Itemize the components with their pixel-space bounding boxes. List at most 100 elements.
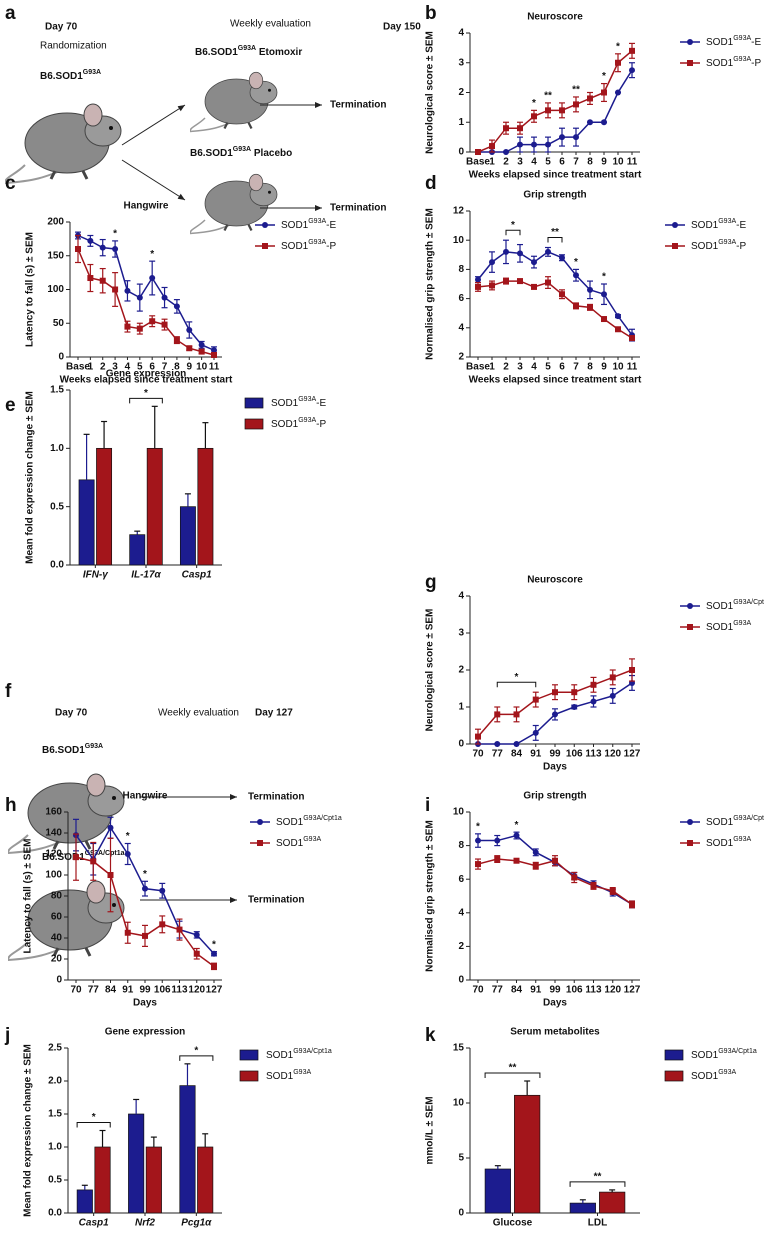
legend-label: SOD1G93A-P <box>271 417 326 429</box>
y-axis-label: Neurological score ± SEM <box>425 31 436 154</box>
y-tick-label: 80 <box>51 891 63 902</box>
legend-label: SOD1G93A-E <box>691 218 746 230</box>
panel-letter: c <box>5 173 16 194</box>
x-tick-label: 106 <box>154 985 171 996</box>
legend-label: SOD1G93A-P <box>281 239 336 251</box>
y-tick-label: 2 <box>458 87 464 98</box>
point <box>136 294 143 301</box>
legend-label: SOD1G93A <box>266 1069 311 1081</box>
point <box>629 335 635 342</box>
y-tick-label: 4 <box>458 907 464 918</box>
y-tick-label: 1.0 <box>50 443 64 454</box>
legend-label: SOD1G93A/Cpt1a <box>691 1048 757 1060</box>
y-tick-label: 0.5 <box>50 501 64 512</box>
legend-label: SOD1G93A <box>706 620 751 632</box>
point <box>198 341 205 348</box>
x-tick-label: 9 <box>601 157 607 168</box>
point <box>573 272 579 279</box>
x-tick-label: 84 <box>511 985 523 996</box>
point <box>590 681 597 688</box>
y-tick-label: 8 <box>458 840 464 851</box>
end-label: Termination <box>330 203 386 214</box>
y-tick-label: 160 <box>45 807 62 818</box>
point <box>559 107 565 114</box>
point <box>503 149 509 155</box>
legend-label: SOD1G93A <box>691 1069 736 1081</box>
point <box>629 901 635 908</box>
significance-label: * <box>616 41 620 52</box>
significance-bracket <box>496 681 537 688</box>
bar <box>197 1146 214 1214</box>
panel-letter: g <box>425 572 437 593</box>
x-tick-label: 84 <box>105 985 117 996</box>
point <box>552 857 558 864</box>
y-tick-label: 0 <box>58 352 64 363</box>
x-tick-label: 1 <box>88 362 94 373</box>
point <box>112 246 119 252</box>
legend-label: SOD1G93A <box>276 836 321 848</box>
error-bar <box>524 1080 531 1096</box>
x-tick-label: 11 <box>627 157 638 168</box>
point <box>494 837 501 844</box>
point <box>159 921 166 928</box>
y-axis-label: mmol/L ± SEM <box>425 1096 436 1164</box>
x-tick-label: 8 <box>587 362 593 373</box>
bar <box>179 1085 196 1214</box>
y-tick-label: 0 <box>458 1208 464 1219</box>
legend-swatch <box>687 840 693 846</box>
chart-title: Hangwire <box>122 791 167 802</box>
x-tick-label: 77 <box>492 985 504 996</box>
point <box>573 134 579 141</box>
y-tick-label: 200 <box>47 217 64 228</box>
legend-label: SOD1G93A/Cpt1a <box>706 815 764 827</box>
panel-letter: h <box>5 795 17 816</box>
significance-bracket <box>484 1072 541 1078</box>
point <box>517 125 523 132</box>
point <box>107 824 114 831</box>
y-tick-label: 10 <box>453 235 465 246</box>
x-tick-label: 11 <box>627 362 638 373</box>
x-tick-label: Casp1 <box>79 1218 109 1229</box>
point <box>142 932 148 939</box>
point <box>149 275 156 282</box>
error-bar <box>579 1199 586 1204</box>
point <box>629 667 635 673</box>
point <box>176 926 183 933</box>
x-tick-label: 5 <box>545 362 551 373</box>
point <box>136 325 143 332</box>
y-tick-label: 2 <box>458 665 464 676</box>
error-bar <box>202 422 209 449</box>
x-tick-label: 3 <box>517 157 523 168</box>
point <box>601 89 607 96</box>
x-tick-label: Base <box>66 362 90 373</box>
point <box>494 711 501 718</box>
point <box>545 107 551 114</box>
error-bar <box>99 1129 106 1147</box>
significance-label: * <box>150 249 154 260</box>
x-tick-label: 84 <box>511 749 523 760</box>
point <box>75 246 81 252</box>
chart-title: Grip strength <box>523 791 586 802</box>
significance-label: ** <box>544 91 552 102</box>
y-tick-label: 0.0 <box>50 560 64 571</box>
point <box>124 929 131 936</box>
y-tick-label: 2 <box>458 941 464 952</box>
point <box>590 882 597 889</box>
point <box>186 345 193 352</box>
point <box>552 711 558 718</box>
series-line <box>477 50 633 153</box>
legend-swatch <box>239 1049 259 1061</box>
point <box>193 950 200 957</box>
bar <box>78 479 95 566</box>
point <box>159 887 166 894</box>
point <box>112 286 119 293</box>
x-tick-label: 120 <box>604 985 621 996</box>
chart-panel: k Serum metabolites mmol/L ± SEM 0 5 10 15 Gluc… <box>425 1025 757 1229</box>
point <box>489 282 495 289</box>
legend-label: SOD1G93A-E <box>271 396 326 408</box>
x-tick-label: 106 <box>566 985 583 996</box>
point <box>573 101 579 108</box>
panel-letter: k <box>425 1025 436 1046</box>
point <box>513 741 520 747</box>
error-bar <box>133 1098 140 1114</box>
